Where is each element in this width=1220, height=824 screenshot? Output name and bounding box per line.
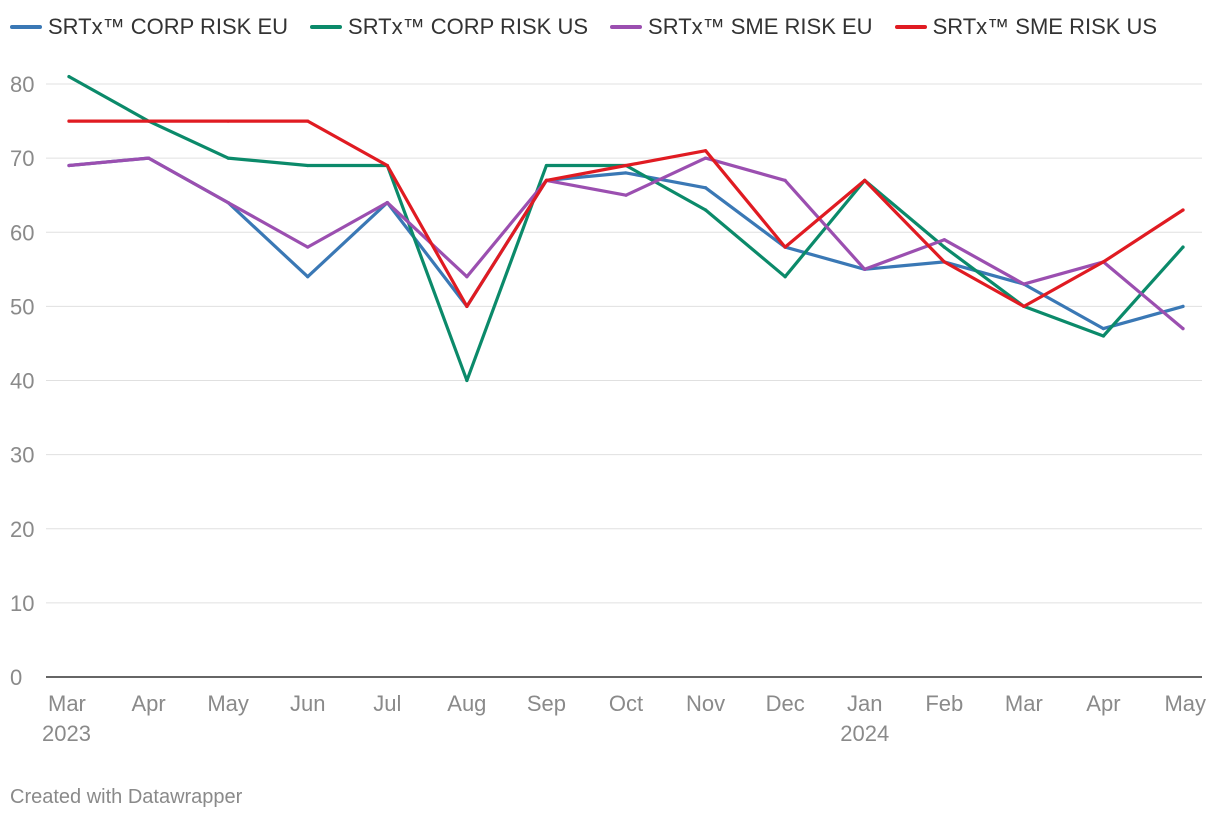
legend-label-corp-risk-eu: SRTx™ CORP RISK EU (48, 14, 289, 39)
y-tick-label-60: 60 (10, 220, 34, 245)
x-tick-label-6: Sep (527, 691, 566, 716)
data-point-s1-11 (942, 245, 946, 249)
data-point-s2-1 (146, 156, 151, 160)
data-point-s1-3 (306, 163, 310, 168)
legend-swatch-sme-risk-us (894, 25, 927, 29)
y-tick-label-70: 70 (10, 146, 34, 171)
data-point-s3-12 (1022, 304, 1026, 308)
x-tick-label-9: Dec (766, 691, 805, 716)
data-point-s2-12 (1022, 282, 1026, 286)
data-point-s3-5 (465, 304, 469, 308)
data-point-s2-4 (385, 201, 389, 205)
data-point-s2-2 (226, 201, 230, 205)
x-tick-label-13: Apr (1086, 691, 1120, 716)
legend-label-sme-risk-eu: SRTx™ SME RISK EU (648, 14, 873, 39)
legend-label-corp-risk-us: SRTx™ CORP RISK US (348, 14, 589, 39)
x-tick-label-4: Jul (373, 691, 401, 716)
data-point-s1-8 (703, 208, 708, 212)
data-point-s0-13 (1101, 327, 1106, 331)
y-tick-label-40: 40 (10, 369, 34, 394)
x-tick-label-0: Mar (48, 691, 86, 716)
data-point-s3-4 (385, 163, 389, 168)
y-tick-label-0: 0 (10, 665, 22, 690)
x-tick-label-5: Aug (447, 691, 486, 716)
y-tick-label-20: 20 (10, 517, 34, 542)
chart-legend: SRTx™ CORP RISK EU SRTx™ CORP RISK US SR… (10, 14, 1157, 40)
x-year-label-2024: 2024 (840, 721, 889, 746)
data-point-s3-9 (783, 245, 787, 249)
data-point-s2-14 (1181, 327, 1185, 331)
legend-swatch-sme-risk-eu (610, 25, 643, 29)
legend-item-sme-risk-eu[interactable]: SRTx™ SME RISK EU (610, 14, 873, 40)
data-point-s2-3 (306, 245, 310, 249)
data-point-s2-8 (703, 156, 708, 160)
x-tick-label-2: May (207, 691, 249, 716)
data-point-s1-5 (465, 378, 469, 383)
x-year-label-2023: 2023 (42, 721, 91, 746)
data-point-s1-9 (783, 275, 787, 279)
data-point-s1-2 (226, 156, 230, 160)
data-point-s0-7 (624, 171, 628, 175)
data-point-s2-9 (783, 178, 787, 182)
y-tick-label-30: 30 (10, 443, 34, 468)
y-tick-label-80: 80 (10, 72, 34, 97)
data-point-s3-7 (624, 163, 628, 168)
data-point-s3-6 (544, 178, 549, 182)
y-tick-label-50: 50 (10, 294, 34, 319)
legend-label-sme-risk-us: SRTx™ SME RISK US (932, 14, 1158, 39)
legend-swatch-corp-risk-us (310, 25, 343, 29)
data-point-s2-0 (67, 163, 71, 168)
legend-item-sme-risk-us[interactable]: SRTx™ SME RISK US (894, 14, 1158, 40)
data-point-s1-14 (1181, 245, 1185, 249)
legend-item-corp-risk-us[interactable]: SRTx™ CORP RISK US (310, 14, 588, 40)
x-tick-label-11: Feb (925, 691, 963, 716)
x-tick-label-14: May (1164, 691, 1206, 716)
x-tick-label-10: Jan (847, 691, 882, 716)
data-point-s3-14 (1181, 208, 1185, 212)
x-tick-label-7: Oct (609, 691, 643, 716)
legend-item-corp-risk-eu[interactable]: SRTx™ CORP RISK EU (10, 14, 288, 40)
data-point-s3-2 (226, 119, 230, 123)
data-point-s3-3 (306, 119, 310, 123)
data-point-s3-10 (863, 178, 867, 182)
y-tick-label-10: 10 (10, 591, 34, 616)
data-point-s1-0 (67, 74, 71, 79)
data-point-s3-13 (1101, 260, 1106, 264)
datawrapper-credit: Created with Datawrapper (10, 786, 243, 808)
data-point-s0-14 (1181, 304, 1185, 308)
data-point-s3-1 (146, 119, 151, 123)
data-point-s2-5 (465, 275, 469, 279)
data-point-s0-3 (306, 275, 310, 279)
data-point-s2-11 (942, 238, 946, 242)
data-point-s3-11 (942, 260, 946, 264)
x-tick-label-3: Jun (290, 691, 325, 716)
legend-swatch-corp-risk-eu (10, 25, 42, 29)
data-point-s2-7 (624, 193, 628, 197)
x-tick-label-8: Nov (686, 691, 725, 716)
data-point-s3-8 (703, 149, 708, 153)
data-point-s3-0 (67, 119, 71, 123)
data-point-s2-10 (863, 267, 867, 271)
data-point-s1-13 (1101, 334, 1106, 338)
data-point-s1-6 (544, 163, 549, 168)
data-point-s0-8 (703, 186, 708, 190)
x-tick-label-12: Mar (1005, 691, 1043, 716)
x-tick-label-1: Apr (131, 691, 165, 716)
